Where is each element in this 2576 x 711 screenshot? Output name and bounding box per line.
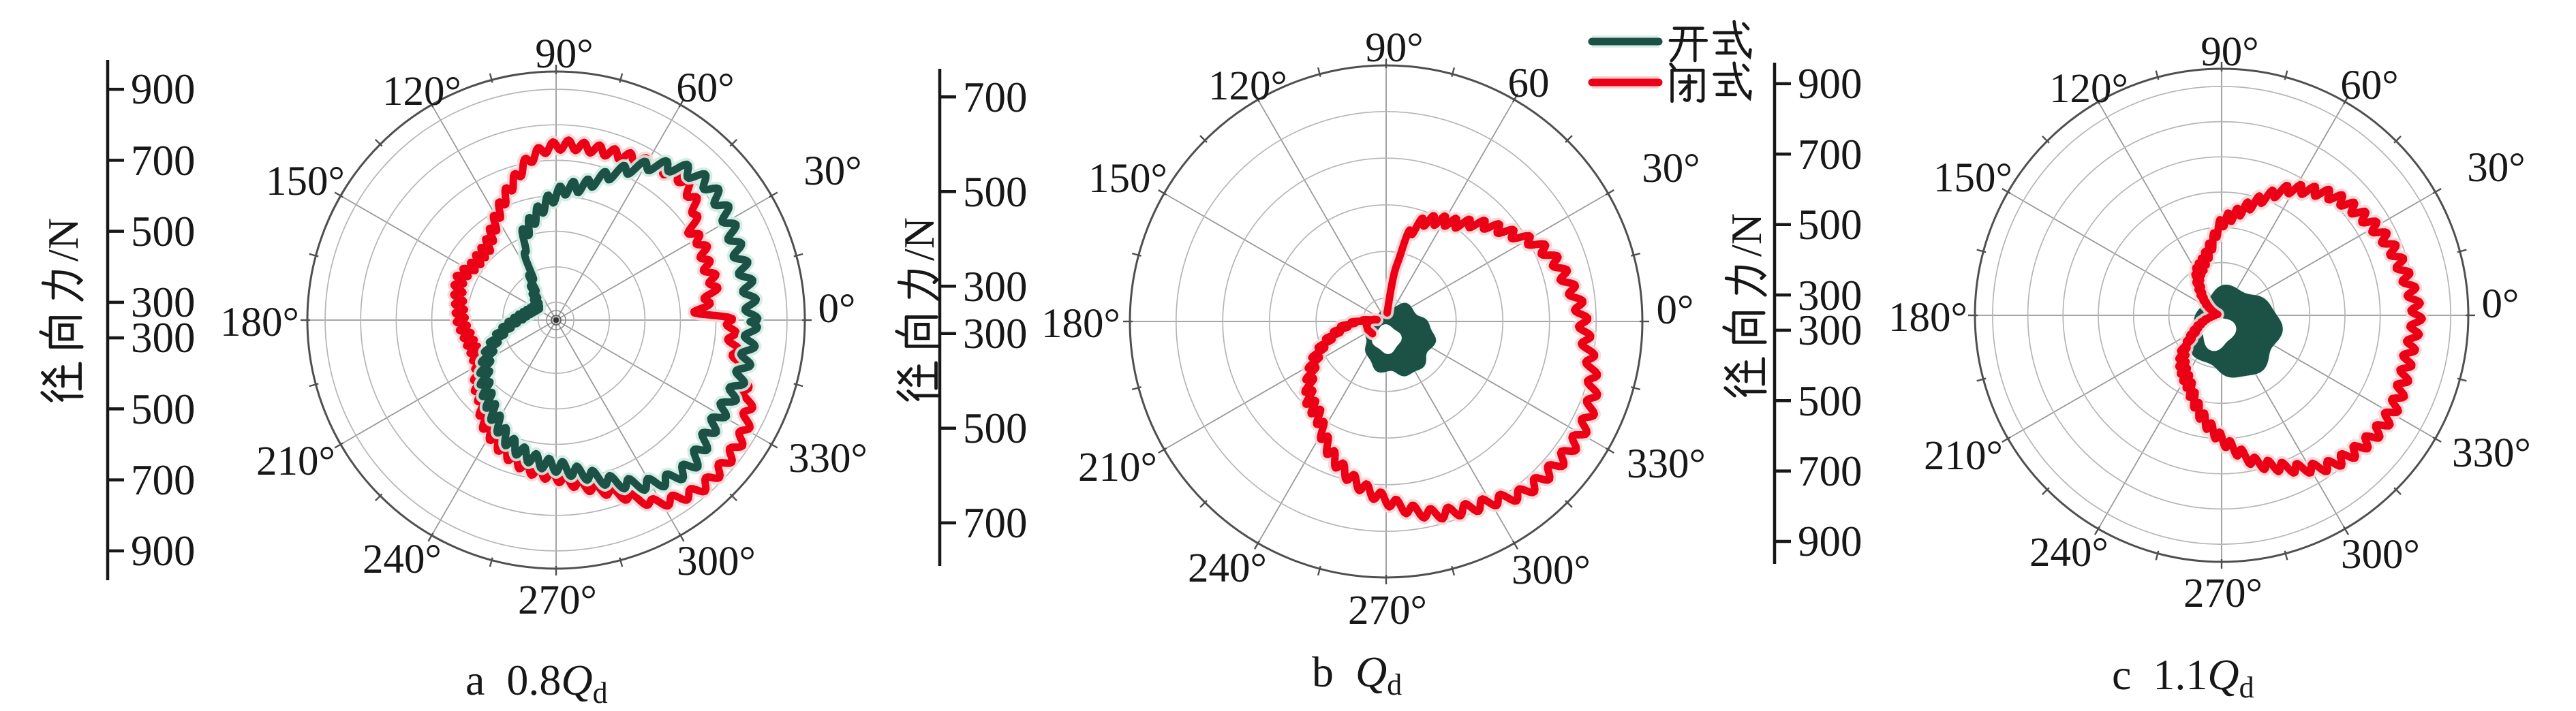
- svg-text:240°: 240°: [2029, 530, 2109, 575]
- svg-text:270°: 270°: [518, 578, 597, 623]
- svg-text:0°: 0°: [2482, 281, 2519, 327]
- svg-text:330°: 330°: [2452, 430, 2531, 476]
- svg-text:300: 300: [1798, 272, 1862, 319]
- svg-text:700: 700: [1798, 447, 1862, 495]
- svg-text:240°: 240°: [363, 537, 442, 582]
- svg-text:60°: 60°: [2340, 63, 2398, 108]
- svg-text:900: 900: [131, 527, 196, 575]
- svg-text:700: 700: [1798, 131, 1862, 178]
- svg-text:500: 500: [963, 405, 1028, 452]
- svg-text:300°: 300°: [677, 539, 756, 584]
- svg-text:a 0.8Qd: a 0.8Qd: [465, 656, 608, 708]
- svg-text:0°: 0°: [818, 286, 856, 332]
- svg-text:30°: 30°: [2467, 145, 2525, 191]
- svg-text:270°: 270°: [2183, 571, 2263, 616]
- svg-text:300°: 300°: [1512, 548, 1591, 593]
- svg-text:120°: 120°: [1208, 63, 1287, 109]
- svg-text:270°: 270°: [1348, 588, 1427, 633]
- svg-text:60°: 60°: [676, 65, 734, 111]
- svg-text:500: 500: [1798, 377, 1862, 425]
- svg-text:500: 500: [1798, 201, 1862, 249]
- svg-text:180°: 180°: [220, 300, 299, 345]
- svg-text:210°: 210°: [1078, 445, 1157, 490]
- svg-text:300: 300: [1798, 306, 1862, 354]
- svg-text:330°: 330°: [1627, 441, 1706, 487]
- svg-text:300: 300: [131, 314, 196, 362]
- svg-text:900: 900: [1798, 60, 1862, 108]
- svg-text:150°: 150°: [266, 159, 345, 204]
- svg-text:90°: 90°: [535, 31, 593, 77]
- svg-text:330°: 330°: [788, 436, 868, 481]
- svg-text:700: 700: [131, 456, 196, 504]
- svg-text:120°: 120°: [382, 69, 461, 114]
- svg-text:210°: 210°: [1924, 433, 2003, 479]
- svg-text:/N: /N: [895, 217, 943, 261]
- svg-text:60: 60: [1508, 61, 1550, 106]
- svg-text:0°: 0°: [1657, 287, 1694, 333]
- svg-text:500: 500: [963, 168, 1028, 216]
- svg-text:700: 700: [963, 74, 1028, 121]
- svg-text:700: 700: [131, 137, 196, 185]
- svg-text:b Qd: b Qd: [1312, 648, 1402, 701]
- svg-text:300°: 300°: [2341, 532, 2420, 578]
- svg-text:700: 700: [963, 499, 1028, 547]
- svg-text:90°: 90°: [2201, 29, 2258, 75]
- svg-text:500: 500: [131, 208, 196, 255]
- svg-text:/N: /N: [39, 218, 87, 262]
- svg-text:180°: 180°: [1041, 301, 1120, 347]
- svg-text:30°: 30°: [1642, 146, 1700, 191]
- svg-text:210°: 210°: [256, 439, 335, 484]
- svg-text:240°: 240°: [1188, 546, 1267, 591]
- svg-text:300: 300: [963, 263, 1028, 311]
- svg-text:300: 300: [963, 310, 1028, 358]
- svg-text:900: 900: [1798, 518, 1862, 565]
- svg-text:150°: 150°: [1088, 156, 1167, 202]
- svg-text:c 1.1Qd: c 1.1Qd: [2112, 650, 2254, 704]
- svg-text:500: 500: [131, 385, 196, 433]
- svg-text:/N: /N: [1722, 213, 1770, 257]
- svg-text:150°: 150°: [1933, 155, 2012, 201]
- svg-text:180°: 180°: [1888, 295, 1967, 341]
- svg-text:90°: 90°: [1365, 25, 1423, 71]
- svg-text:300: 300: [131, 279, 196, 326]
- svg-text:900: 900: [131, 65, 196, 113]
- svg-text:120°: 120°: [2049, 66, 2128, 112]
- svg-text:30°: 30°: [803, 148, 861, 194]
